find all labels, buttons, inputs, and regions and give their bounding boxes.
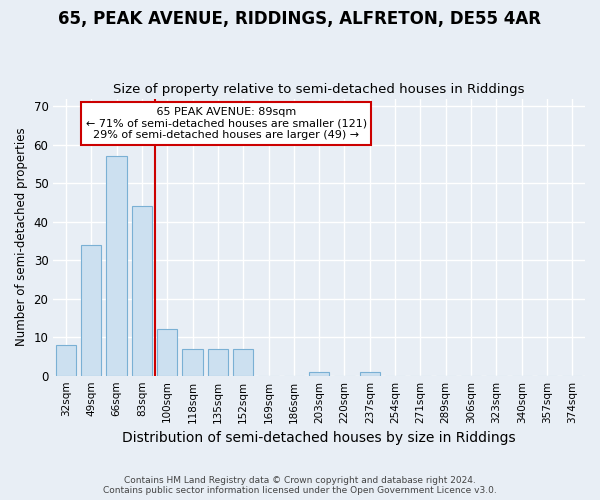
X-axis label: Distribution of semi-detached houses by size in Riddings: Distribution of semi-detached houses by … bbox=[122, 431, 516, 445]
Y-axis label: Number of semi-detached properties: Number of semi-detached properties bbox=[15, 128, 28, 346]
Bar bbox=[157, 330, 178, 376]
Bar bbox=[233, 348, 253, 376]
Text: Contains HM Land Registry data © Crown copyright and database right 2024.
Contai: Contains HM Land Registry data © Crown c… bbox=[103, 476, 497, 495]
Bar bbox=[182, 348, 203, 376]
Text: 65 PEAK AVENUE: 89sqm   
← 71% of semi-detached houses are smaller (121)
  29% o: 65 PEAK AVENUE: 89sqm ← 71% of semi-deta… bbox=[86, 107, 367, 140]
Text: 65, PEAK AVENUE, RIDDINGS, ALFRETON, DE55 4AR: 65, PEAK AVENUE, RIDDINGS, ALFRETON, DE5… bbox=[59, 10, 542, 28]
Title: Size of property relative to semi-detached houses in Riddings: Size of property relative to semi-detach… bbox=[113, 83, 525, 96]
Bar bbox=[309, 372, 329, 376]
Bar bbox=[359, 372, 380, 376]
Bar bbox=[106, 156, 127, 376]
Bar bbox=[208, 348, 228, 376]
Bar bbox=[56, 345, 76, 376]
Bar bbox=[81, 245, 101, 376]
Bar bbox=[132, 206, 152, 376]
